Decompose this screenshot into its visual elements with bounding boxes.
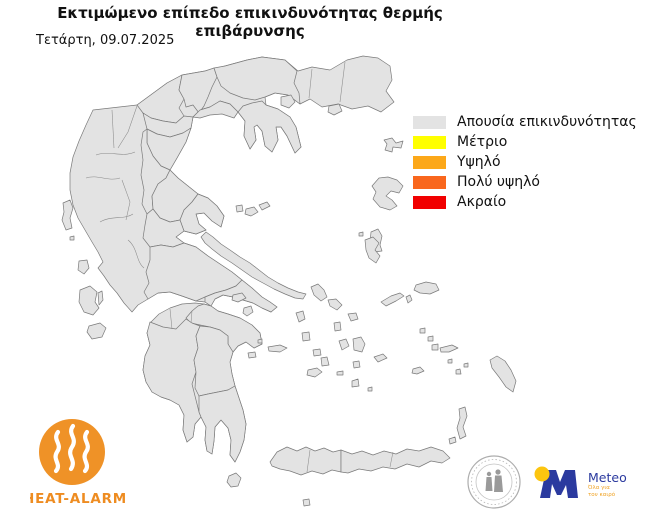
forecast-date: Τετάρτη, 09.07.2025 [36, 33, 175, 48]
heat-waves-icon [53, 423, 90, 474]
region-elis-messinia [142, 318, 202, 443]
region-laconia [198, 385, 247, 463]
meteo-wordmark: Meteo [588, 470, 627, 485]
meteo-dot-icon [534, 466, 550, 482]
legend-swatch-extreme [413, 195, 446, 209]
legend-swatch-very-high [413, 175, 446, 189]
legend-row: Ακραίο [413, 192, 637, 212]
region-north-aegean-islands [280, 94, 440, 295]
legend-row: Υψηλό [413, 152, 637, 172]
region-skyros [364, 236, 381, 264]
internal-borders [85, 61, 394, 473]
observatory-seal-icon [467, 455, 521, 509]
legend-label: Απουσία επικινδυνότητας [457, 114, 637, 130]
legend-row: Απουσία επικινδυνότητας [413, 112, 637, 132]
legend-swatch-high [413, 155, 446, 169]
region-evia [200, 231, 307, 300]
seal-figures [485, 469, 503, 492]
legend-row: Μέτριο [413, 132, 637, 152]
region-serres-drama-kavala [213, 56, 301, 105]
region-cyclades [295, 283, 388, 392]
region-ionian-islands [61, 199, 107, 340]
region-crete-east [340, 446, 451, 474]
heat-alarm-label: HEAT-ALARM [30, 491, 127, 507]
region-dodecanese [411, 327, 517, 445]
region-crete-west [269, 446, 342, 476]
legend-swatch-moderate [413, 135, 446, 149]
region-sporades-islands [235, 201, 271, 217]
legend-label: Μέτριο [457, 134, 508, 150]
risk-legend: Απουσία επικινδυνότητας Μέτριο Υψηλό Πολ… [413, 112, 637, 212]
heat-alarm-logo: HEAT-ALARM [30, 419, 127, 507]
meteo-logo: Meteo Όλα για τον καιρό [534, 466, 627, 498]
meteo-tagline-line2: τον καιρό [588, 491, 616, 498]
region-saronic-islands [231, 292, 288, 359]
region-ikaria-fourni [380, 292, 413, 307]
legend-label: Πολύ υψηλό [457, 174, 540, 190]
region-kythira [226, 472, 242, 488]
region-magnesia [179, 193, 225, 235]
meteo-m-icon [540, 470, 578, 498]
region-chalkidiki [237, 100, 302, 154]
legend-swatch-none [413, 115, 446, 129]
legend-label: Ακραίο [457, 194, 507, 210]
legend-row: Πολύ υψηλό [413, 172, 637, 192]
page-title: Εκτιμώμενο επίπεδο επικινδυνότητας θερμή… [57, 4, 443, 40]
legend-label: Υψηλό [457, 154, 501, 170]
meteo-tagline-line1: Όλα για [587, 484, 610, 491]
region-gavdos [302, 498, 311, 507]
